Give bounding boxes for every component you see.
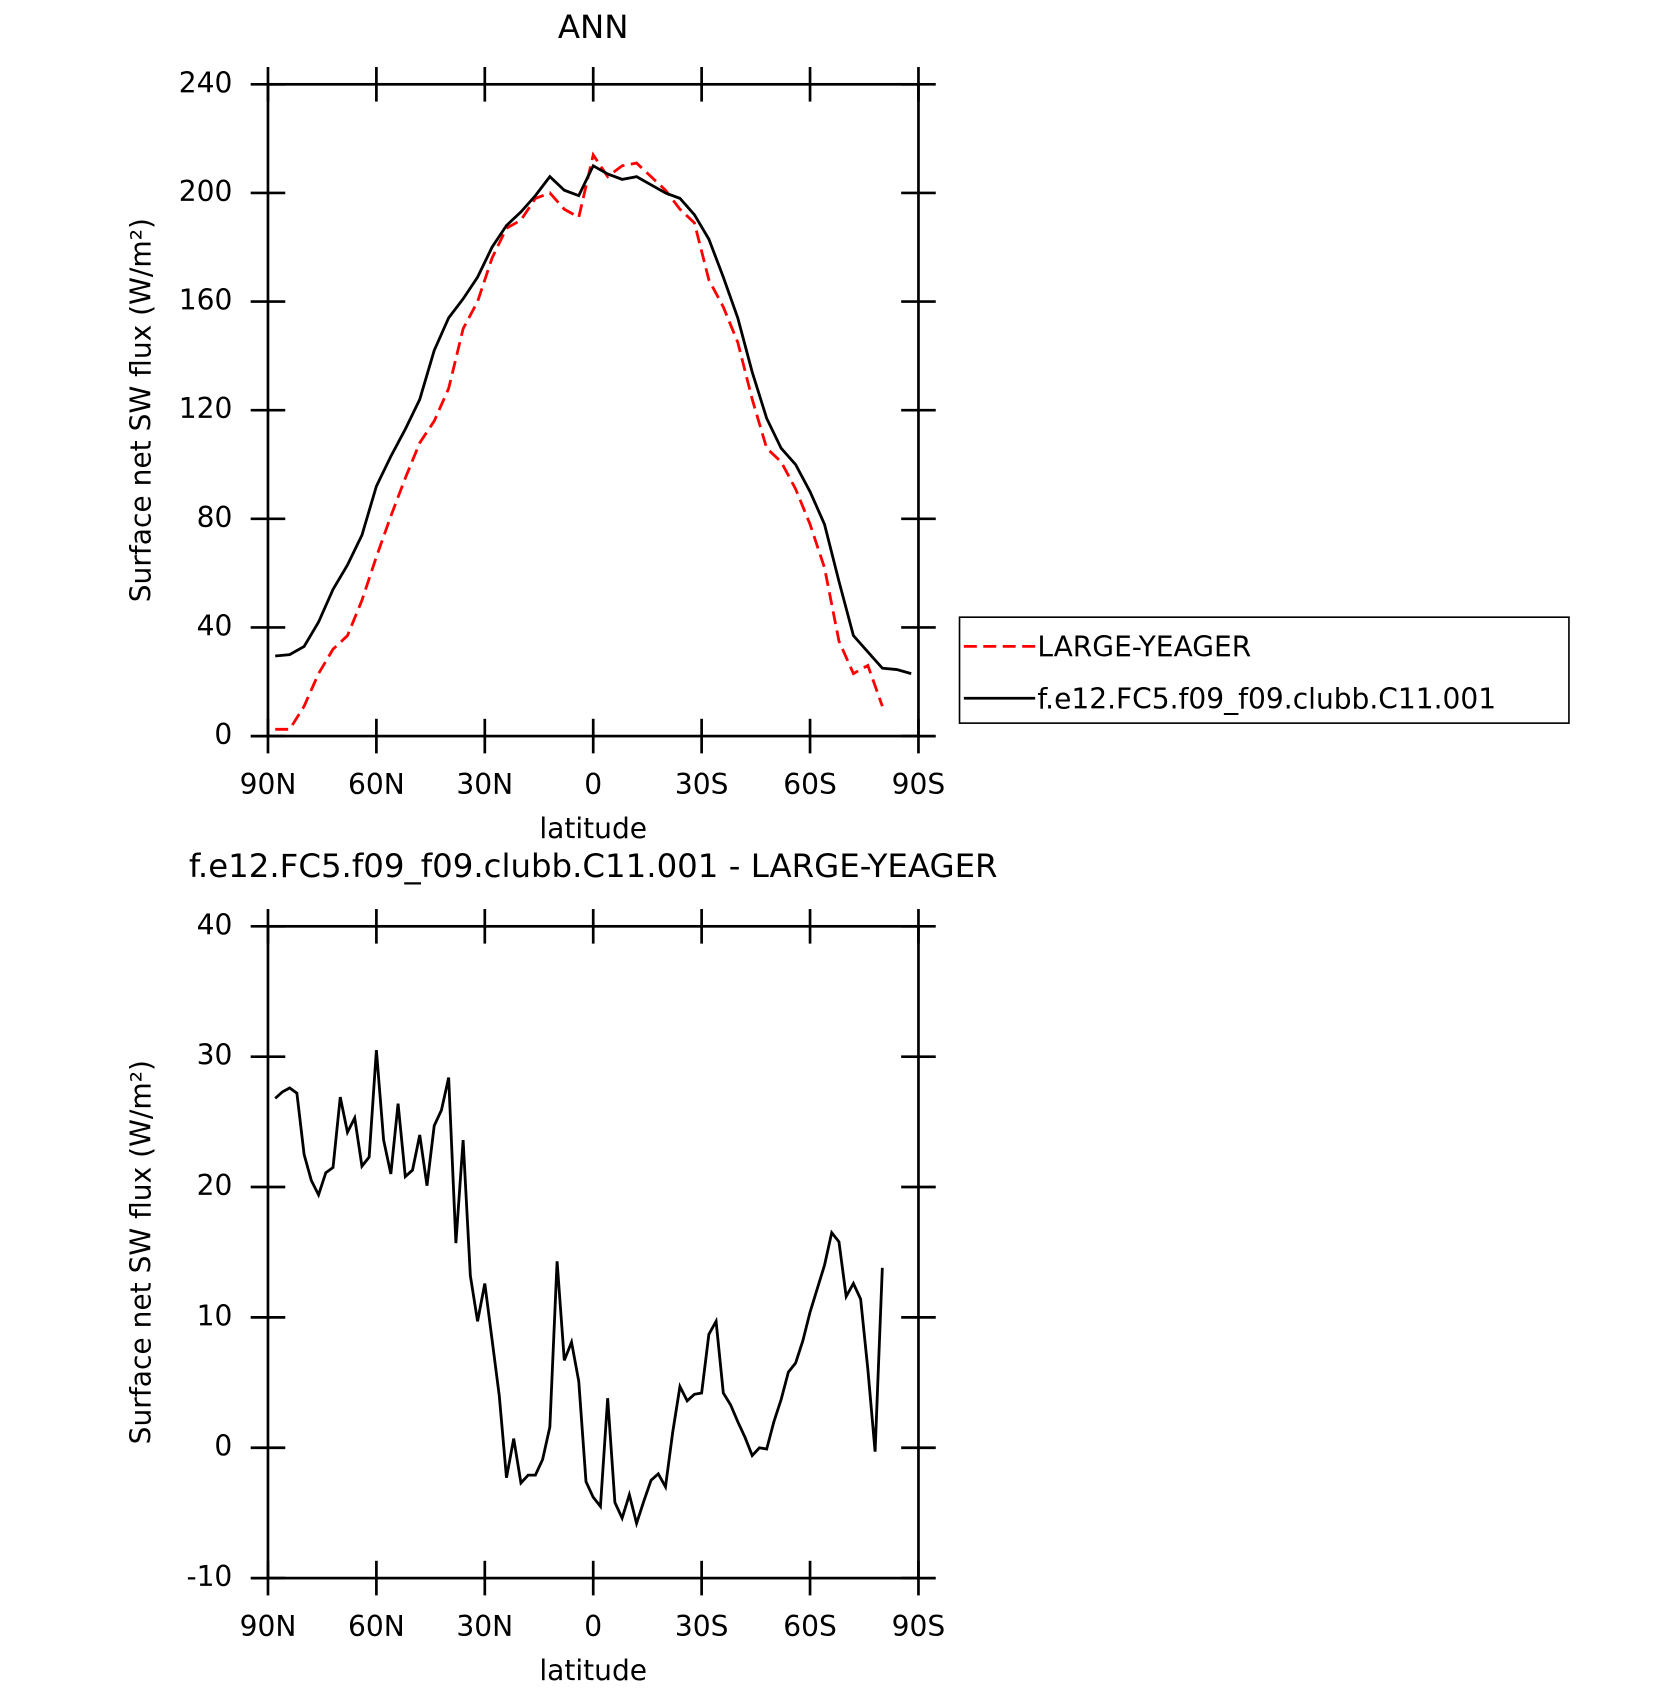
data-line [275,163,912,675]
y-tick-label: 120 [179,392,233,425]
x-tick-label: 60N [348,1610,405,1643]
y-tick-label: 10 [197,1299,233,1332]
legend-label: f.e12.FC5.f09_f09.clubb.C11.001 [1037,682,1496,715]
x-tick-label: 60S [783,768,837,801]
y-axis-label: Surface net SW flux (W/m²) [125,218,158,602]
plot-frame [266,924,920,1580]
x-tick-label: 0 [584,1610,602,1643]
y-axis-label: Surface net SW flux (W/m²) [125,1060,158,1444]
x-tick-label: 60N [348,768,405,801]
chart-title: f.e12.FC5.f09_f09.clubb.C11.001 - LARGE-… [189,847,998,885]
x-tick-label: 30N [456,1610,513,1643]
plot-frame [266,82,920,738]
y-tick-label: 40 [197,908,233,941]
x-tick-label: 30S [675,768,729,801]
x-axis-label: latitude [539,1654,647,1687]
x-tick-label: 90S [892,768,946,801]
x-tick-label: 0 [584,768,602,801]
legend-label: LARGE-YEAGER [1037,631,1251,664]
y-tick-label: 40 [197,609,233,642]
data-line [274,1050,884,1529]
y-tick-label: 30 [197,1039,233,1072]
x-tick-label: 90S [892,1610,946,1643]
y-tick-label: 200 [179,175,233,208]
y-tick-label: 160 [179,284,233,317]
data-line [275,151,884,731]
y-tick-label: 0 [214,718,232,751]
x-axis-label: latitude [539,812,647,845]
x-tick-label: 60S [783,1610,837,1643]
legend-box [958,616,1570,724]
y-tick-label: 20 [197,1169,233,1202]
y-tick-label: 240 [179,66,233,99]
x-tick-label: 30S [675,1610,729,1643]
y-tick-label: 0 [214,1430,232,1463]
x-tick-label: 90N [240,768,297,801]
x-tick-label: 90N [240,1610,297,1643]
x-tick-label: 30N [456,768,513,801]
chart-title: ANN [558,8,629,46]
y-tick-label: -10 [186,1560,232,1593]
y-tick-label: 80 [197,501,233,534]
